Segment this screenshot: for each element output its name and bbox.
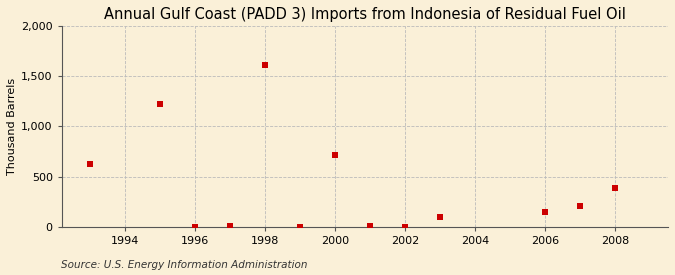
Point [295, 224, 306, 229]
Point [400, 224, 410, 229]
Point [84, 161, 95, 166]
Y-axis label: Thousand Barrels: Thousand Barrels [7, 78, 17, 175]
Point [225, 224, 236, 228]
Title: Annual Gulf Coast (PADD 3) Imports from Indonesia of Residual Fuel Oil: Annual Gulf Coast (PADD 3) Imports from … [104, 7, 626, 22]
Point [540, 210, 551, 214]
Text: Source: U.S. Energy Information Administration: Source: U.S. Energy Information Administ… [61, 260, 307, 270]
Point [364, 224, 375, 228]
Point [260, 63, 271, 67]
Point [435, 215, 446, 219]
Point [610, 186, 621, 190]
Point [329, 152, 340, 157]
Point [575, 204, 586, 209]
Point [155, 102, 165, 106]
Point [190, 224, 200, 229]
